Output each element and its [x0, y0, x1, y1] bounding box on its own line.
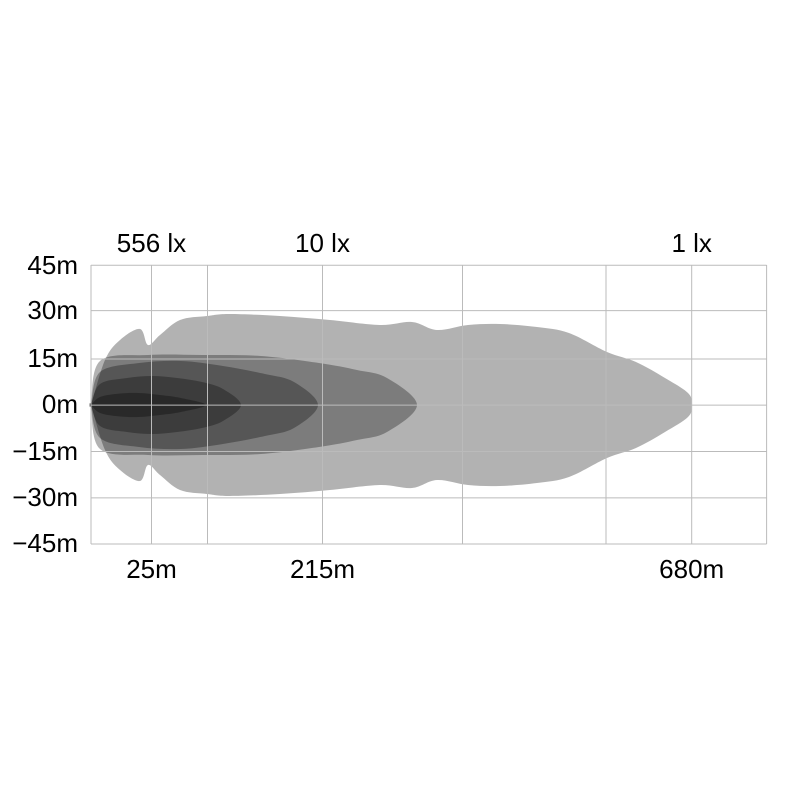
svg-text:30m: 30m	[27, 295, 78, 325]
svg-text:215m: 215m	[290, 554, 355, 584]
svg-text:−30m: −30m	[12, 482, 78, 512]
svg-text:15m: 15m	[27, 343, 78, 373]
svg-text:556 lx: 556 lx	[117, 228, 186, 258]
svg-text:10 lx: 10 lx	[295, 228, 350, 258]
svg-text:680m: 680m	[659, 554, 724, 584]
svg-text:−15m: −15m	[12, 436, 78, 466]
svg-text:−45m: −45m	[12, 528, 78, 558]
svg-text:45m: 45m	[27, 250, 78, 280]
svg-text:0m: 0m	[42, 389, 78, 419]
svg-text:25m: 25m	[126, 554, 177, 584]
svg-text:1 lx: 1 lx	[671, 228, 711, 258]
